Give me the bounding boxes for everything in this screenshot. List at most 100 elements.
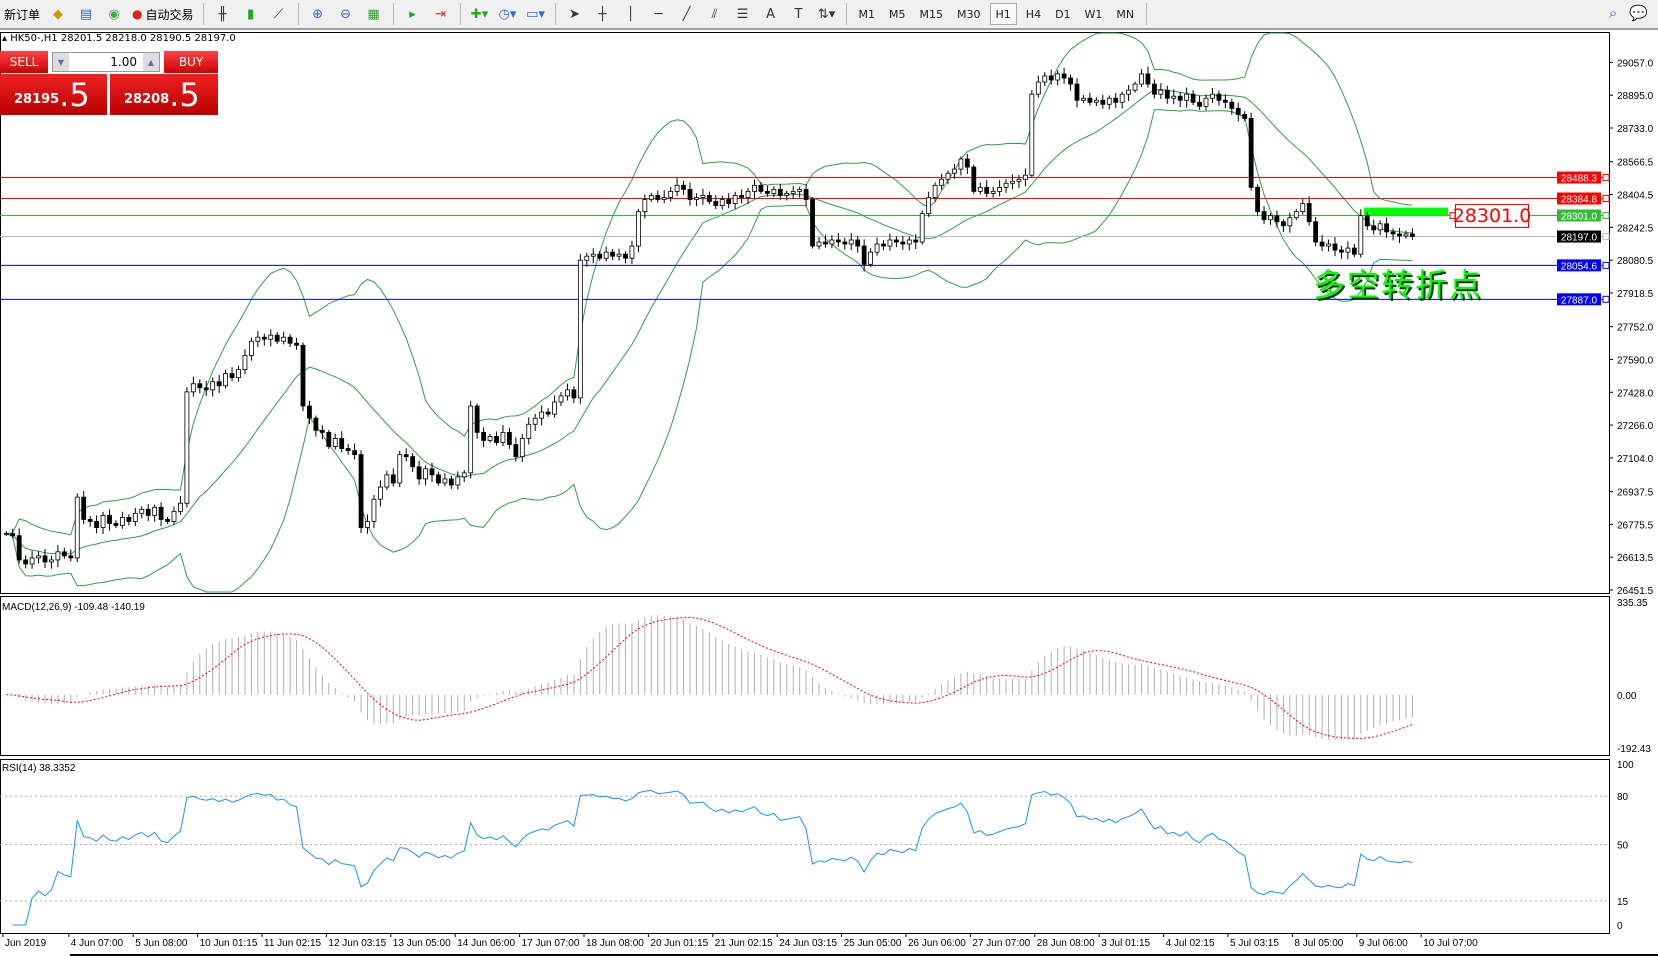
candle-body [55, 551, 61, 561]
timeframe-h1[interactable]: H1 [989, 3, 1017, 25]
date-axis-label: 28 Jun 08:00 [1037, 938, 1095, 949]
candle-body [1248, 118, 1254, 188]
lot-increase-icon[interactable]: ▲ [143, 53, 159, 71]
vertical-line-icon[interactable]: │ [626, 6, 635, 22]
candle-body [926, 197, 932, 215]
sell-price[interactable]: 28195.5 [0, 74, 107, 115]
divider [1146, 3, 1148, 25]
candle-body [1390, 231, 1396, 235]
candle-body [706, 195, 712, 202]
timeframe-w1[interactable]: W1 [1084, 7, 1103, 21]
buy-button[interactable]: BUY [164, 51, 218, 73]
horizontal-line-icon[interactable]: ─ [654, 6, 663, 22]
price-line-badge [1557, 293, 1601, 306]
price-annotation[interactable]: 28301.0 [1452, 204, 1532, 228]
price-axis-label: 28895.0 [1617, 91, 1654, 102]
lot-size-input[interactable]: ▼ 1.00 ▲ [52, 52, 160, 72]
text-label-icon[interactable]: T [794, 6, 803, 22]
indicators-icon[interactable]: ✚▾ [470, 6, 489, 22]
timeframe-mn[interactable]: MN [1116, 7, 1135, 21]
candle-body [423, 468, 428, 480]
candle-body [900, 241, 906, 245]
candle-body [752, 184, 757, 192]
turning-point-annotation[interactable]: 多空转折点 [1313, 266, 1484, 304]
candle-body [139, 508, 145, 514]
candle-body [532, 417, 538, 425]
candle-body [1261, 211, 1267, 221]
auto-trading-button[interactable]: ● 自动交易 [130, 2, 196, 26]
candle-body [261, 336, 267, 340]
candle-body [1184, 93, 1190, 101]
lot-value[interactable]: 1.00 [110, 55, 137, 69]
candle-body [610, 251, 615, 257]
line-chart-icon[interactable]: ⟋ [273, 6, 284, 22]
sell-button[interactable]: SELL [0, 51, 48, 73]
chart-shift-icon[interactable]: ⇥ [435, 6, 446, 22]
templates-icon[interactable]: ▭▾ [526, 6, 545, 22]
line-handle [1602, 261, 1610, 269]
timeframe-m5[interactable]: M5 [889, 7, 906, 21]
candle-body [861, 245, 867, 265]
candle-body [255, 336, 261, 342]
chat-icon[interactable]: 💬 [1629, 4, 1648, 22]
candle-body [1055, 73, 1061, 81]
market-watch-icon[interactable]: ◆ [53, 6, 64, 22]
bar-chart-icon[interactable]: ╫ [218, 6, 227, 22]
candle-body [1003, 182, 1009, 188]
candle-body [784, 193, 790, 196]
date-axis-label: 3 Jul 01:15 [1101, 938, 1150, 949]
candle-body [1216, 93, 1222, 101]
candle-body [519, 438, 525, 458]
chart-canvas[interactable]: 29057.0 28895.0 28733.0 28566.5 28404.5 28242… [0, 30, 1658, 956]
signals-icon[interactable]: ◉ [108, 6, 120, 22]
fibonacci-icon[interactable]: ☰ [736, 6, 749, 22]
trendline-icon[interactable]: ╱ [682, 6, 691, 22]
crosshair-icon[interactable]: ┼ [598, 6, 607, 22]
candle-body [113, 523, 119, 526]
search-icon[interactable]: ⌕ [1608, 4, 1618, 22]
date-axis-label: 18 Jun 08:00 [586, 938, 644, 949]
price-line-label: 28054.6 [1561, 261, 1598, 272]
cursor-icon[interactable]: ➤ [569, 6, 580, 22]
auto-scroll-icon[interactable]: ▸ [409, 6, 416, 22]
candle-body [461, 472, 467, 478]
candle-body [1158, 89, 1164, 95]
candlestick-icon[interactable]: ▮ [246, 6, 255, 22]
tile-windows-icon[interactable]: ▦ [367, 6, 380, 22]
candle-body [848, 239, 854, 245]
macd-signal-line [6, 617, 1413, 739]
channel-icon[interactable]: ⫽ [711, 6, 718, 22]
candle-body [390, 474, 396, 484]
text-icon[interactable]: A [766, 6, 775, 22]
buy-price[interactable]: 28208.5 [110, 74, 218, 115]
candle-body [100, 514, 106, 528]
timeframe-m30[interactable]: M30 [957, 7, 981, 21]
candle-body [939, 178, 944, 186]
macd-axis-label: 335.35 [1617, 598, 1648, 609]
candle-body [29, 557, 35, 565]
zoom-out-icon[interactable]: ⊖ [340, 6, 351, 22]
candle-body [648, 195, 654, 200]
price-axis-label: 27266.0 [1617, 421, 1654, 432]
buy-price-pip: .5 [169, 76, 200, 114]
candle-body [1255, 186, 1260, 213]
zoom-in-icon[interactable]: ⊕ [312, 6, 323, 22]
timeframe-h4[interactable]: H4 [1025, 7, 1042, 21]
timeframe-m1[interactable]: M1 [858, 7, 876, 21]
candle-body [1106, 97, 1112, 105]
candle-body [745, 190, 751, 198]
divider [459, 3, 461, 25]
arrows-icon[interactable]: ⇅▾ [817, 6, 836, 22]
date-axis-label: 10 Jul 07:00 [1423, 938, 1478, 949]
candle-body [16, 535, 22, 561]
timeframe-d1[interactable]: D1 [1055, 7, 1071, 21]
lot-decrease-icon[interactable]: ▼ [53, 53, 69, 71]
line-handle [1602, 211, 1610, 219]
chart-title-text: HK50-,H1 28201.5 28218.0 28190.5 28197.0 [10, 33, 236, 44]
periods-icon[interactable]: ◷▾ [498, 6, 517, 22]
candle-body [236, 369, 241, 379]
navigator-icon[interactable]: ▤ [79, 6, 93, 22]
line-handle [1602, 233, 1610, 241]
timeframe-m15[interactable]: M15 [919, 7, 944, 21]
new-order-button[interactable]: 新订单 [4, 7, 41, 22]
